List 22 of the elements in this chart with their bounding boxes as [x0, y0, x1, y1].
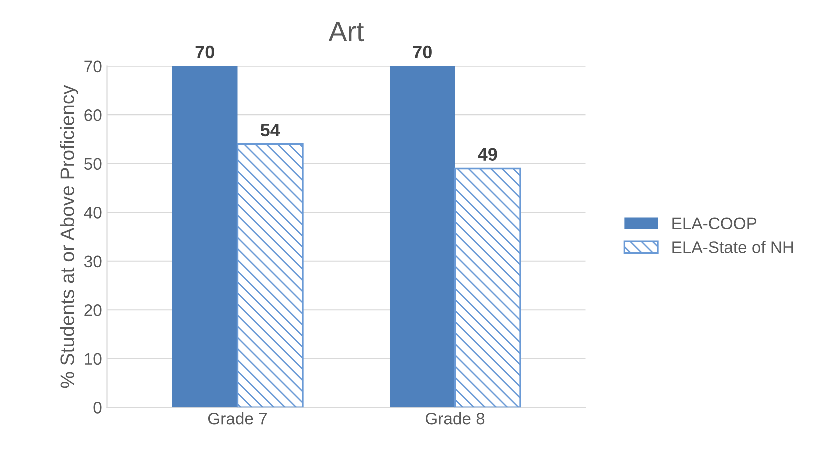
- y-tick-label: 40: [84, 207, 102, 219]
- x-tick-label: Grade 7: [208, 412, 268, 425]
- data-label: 70: [196, 46, 214, 59]
- x-tick-label: Grade 8: [426, 412, 485, 425]
- y-tick-label: 50: [84, 158, 102, 170]
- y-tick-label: 0: [94, 402, 102, 414]
- chart-title: Art: [328, 22, 364, 42]
- y-tick-label: 60: [84, 110, 102, 122]
- data-label: 54: [260, 124, 280, 137]
- bar: [236, 144, 304, 408]
- y-axis-title: % Students at or Above Proficiency: [60, 85, 78, 388]
- legend-label: ELA-COOP: [672, 218, 757, 230]
- data-label: 49: [478, 148, 498, 162]
- bar: [454, 168, 522, 408]
- y-tick-label: 70: [84, 60, 102, 73]
- legend-label: ELA-State of NH: [672, 241, 794, 254]
- y-tick-label: 10: [85, 353, 102, 366]
- data-label: 70: [413, 46, 432, 59]
- bar: [390, 66, 456, 408]
- y-tick-label: 20: [84, 304, 102, 316]
- y-tick-label: 30: [84, 256, 102, 268]
- bar: [172, 66, 238, 408]
